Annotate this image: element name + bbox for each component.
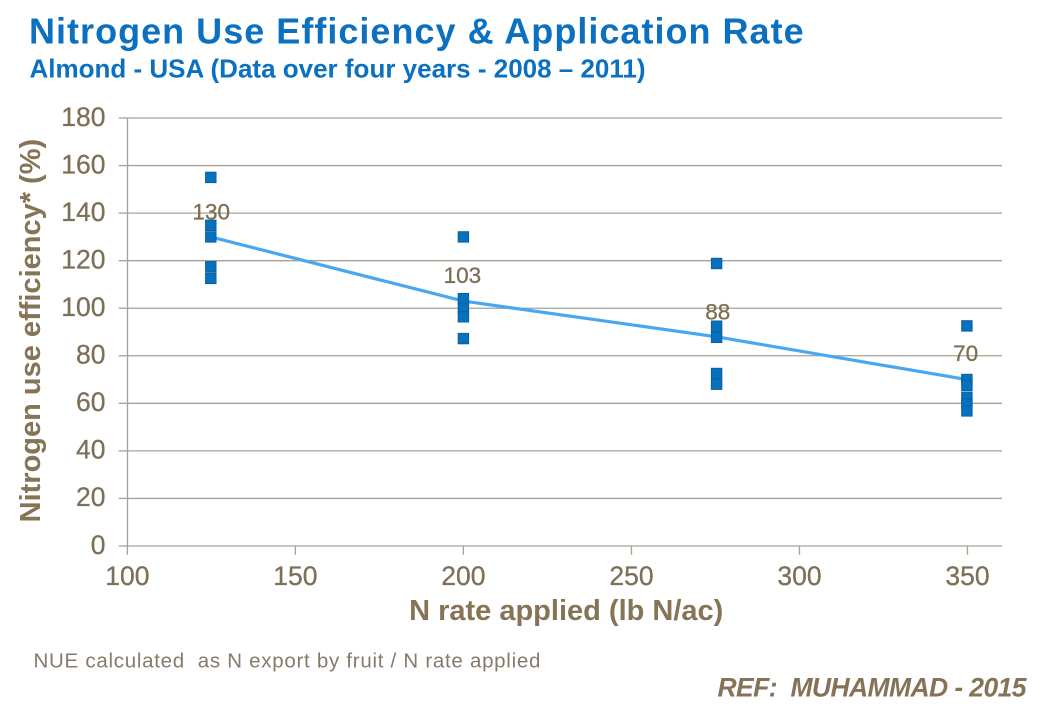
svg-text:140: 140 (61, 197, 105, 227)
svg-text:103: 103 (444, 263, 482, 288)
svg-text:250: 250 (609, 561, 653, 591)
svg-text:88: 88 (705, 300, 730, 325)
svg-text:N rate applied (lb N/ac): N rate applied (lb N/ac) (409, 595, 723, 627)
svg-text:100: 100 (61, 292, 105, 322)
svg-text:Almond - USA (Data over four y: Almond - USA (Data over four years - 200… (30, 53, 646, 83)
svg-text:Nitrogen use efficiency* (%): Nitrogen use efficiency* (%) (15, 139, 47, 523)
svg-text:200: 200 (441, 561, 485, 591)
svg-text:350: 350 (945, 561, 989, 591)
svg-text:40: 40 (76, 435, 105, 465)
svg-text:0: 0 (91, 530, 106, 560)
svg-text:100: 100 (105, 561, 149, 591)
svg-text:70: 70 (953, 341, 978, 366)
svg-text:80: 80 (76, 340, 105, 370)
svg-text:120: 120 (61, 245, 105, 275)
svg-text:NUE calculated as N export by: NUE calculated as N export by fruit / N … (34, 649, 542, 672)
svg-text:160: 160 (61, 149, 105, 179)
svg-text:20: 20 (76, 482, 105, 512)
svg-text:130: 130 (193, 200, 231, 225)
svg-text:300: 300 (777, 561, 821, 591)
svg-text:180: 180 (61, 102, 105, 132)
svg-text:REF: MUHAMMAD - 2015: REF: MUHAMMAD - 2015 (718, 673, 1028, 703)
svg-text:Nitrogen Use Efficiency & Appl: Nitrogen Use Efficiency & Application Ra… (29, 11, 805, 52)
svg-text:150: 150 (273, 561, 317, 591)
svg-text:60: 60 (76, 387, 105, 417)
